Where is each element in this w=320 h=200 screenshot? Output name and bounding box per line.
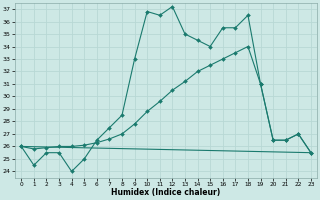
X-axis label: Humidex (Indice chaleur): Humidex (Indice chaleur) bbox=[111, 188, 221, 197]
